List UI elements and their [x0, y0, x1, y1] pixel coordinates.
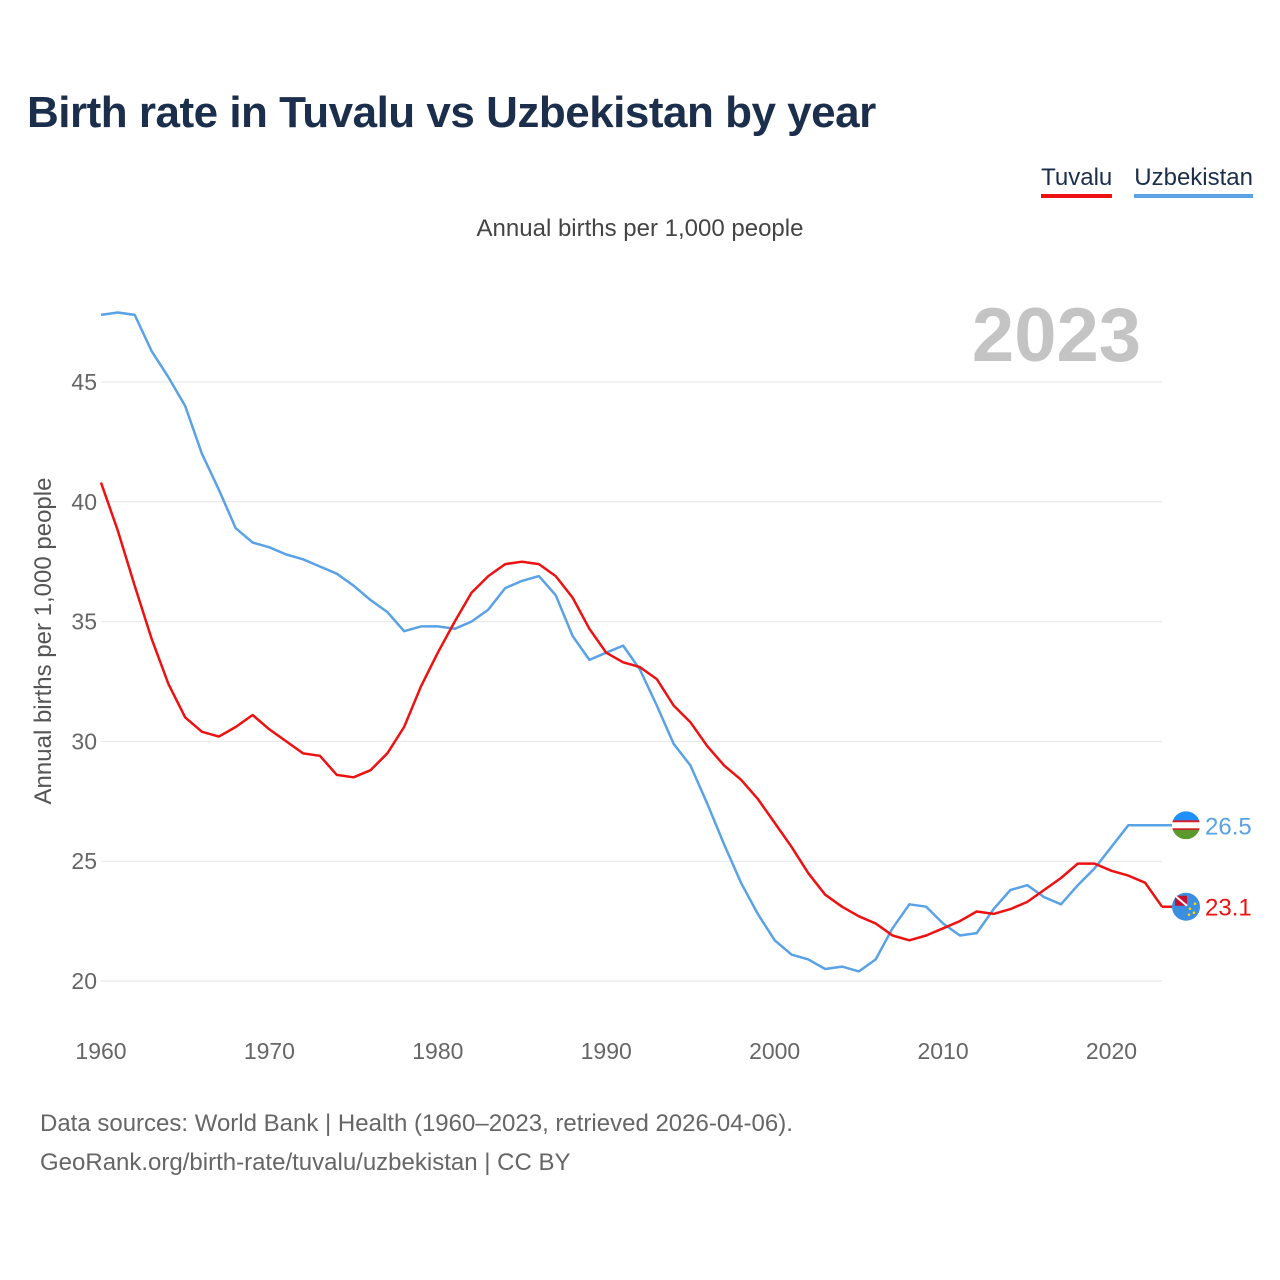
flag-star-2: [1187, 913, 1191, 917]
flag-line-red-top: [1172, 820, 1200, 823]
y-tick-label-35: 35: [71, 609, 97, 635]
flag-stripe-green: [1172, 829, 1200, 840]
y-tick-label-45: 45: [71, 369, 97, 395]
y-tick-label-25: 25: [71, 848, 97, 874]
y-tick-label-20: 20: [71, 968, 97, 994]
x-tick-label-2010: 2010: [917, 1038, 968, 1064]
gridlines: [101, 381, 1162, 982]
footer-sources: Data sources: World Bank | Health (1960–…: [40, 1110, 793, 1137]
series-line-uzbekistan: [100, 311, 1162, 973]
y-tick-label-30: 30: [71, 728, 97, 754]
year-label: 2023: [972, 293, 1141, 378]
end-markers: 23.1 26.5: [1162, 811, 1252, 922]
legend: Tuvalu Uzbekistan: [1041, 164, 1253, 198]
y-axis-label: Annual births per 1,000 people: [30, 478, 57, 805]
x-tick-label-1960: 1960: [75, 1038, 126, 1064]
flag-line-red-bottom: [1172, 828, 1200, 831]
flag-stripe-blue: [1172, 811, 1200, 822]
flag-canton-diagonal: [1174, 894, 1188, 907]
x-axis-ticks: 1960 1970 1980 1990 2000 2010 2020: [75, 1038, 1137, 1064]
flag-star-1: [1192, 911, 1196, 915]
series-line-tuvalu: [99, 482, 1164, 942]
flag-uzbekistan-icon: [1172, 811, 1200, 840]
legend-item-tuvalu[interactable]: Tuvalu: [1041, 164, 1113, 198]
x-tick-label-1980: 1980: [412, 1038, 463, 1064]
y-tick-label-40: 40: [71, 489, 97, 515]
legend-item-uzbekistan[interactable]: Uzbekistan: [1134, 164, 1253, 198]
footer: Data sources: World Bank | Health (1960–…: [40, 1104, 793, 1182]
end-label-uzbekistan: 26.5: [1205, 813, 1252, 840]
flag-star-3: [1193, 902, 1197, 906]
x-tick-label-2000: 2000: [749, 1038, 800, 1064]
x-tick-label-1970: 1970: [244, 1038, 295, 1064]
series-lines: [99, 311, 1164, 973]
flag-stripes: [1172, 811, 1200, 840]
flag-star-0: [1188, 907, 1192, 911]
y-axis-ticks: 20 25 30 35 40 45: [71, 369, 97, 994]
x-tick-label-1990: 1990: [581, 1038, 632, 1064]
chart-subtitle: Annual births per 1,000 people: [476, 215, 804, 242]
flag-stripe-white: [1172, 820, 1200, 830]
footer-link[interactable]: GeoRank.org/birth-rate/tuvalu/uzbekistan…: [40, 1149, 571, 1176]
x-tick-label-2020: 2020: [1086, 1038, 1137, 1064]
page-title: Birth rate in Tuvalu vs Uzbekistan by ye…: [27, 88, 876, 137]
end-label-tuvalu: 23.1: [1205, 895, 1252, 922]
flag-tuvalu-icon: [1172, 892, 1200, 921]
